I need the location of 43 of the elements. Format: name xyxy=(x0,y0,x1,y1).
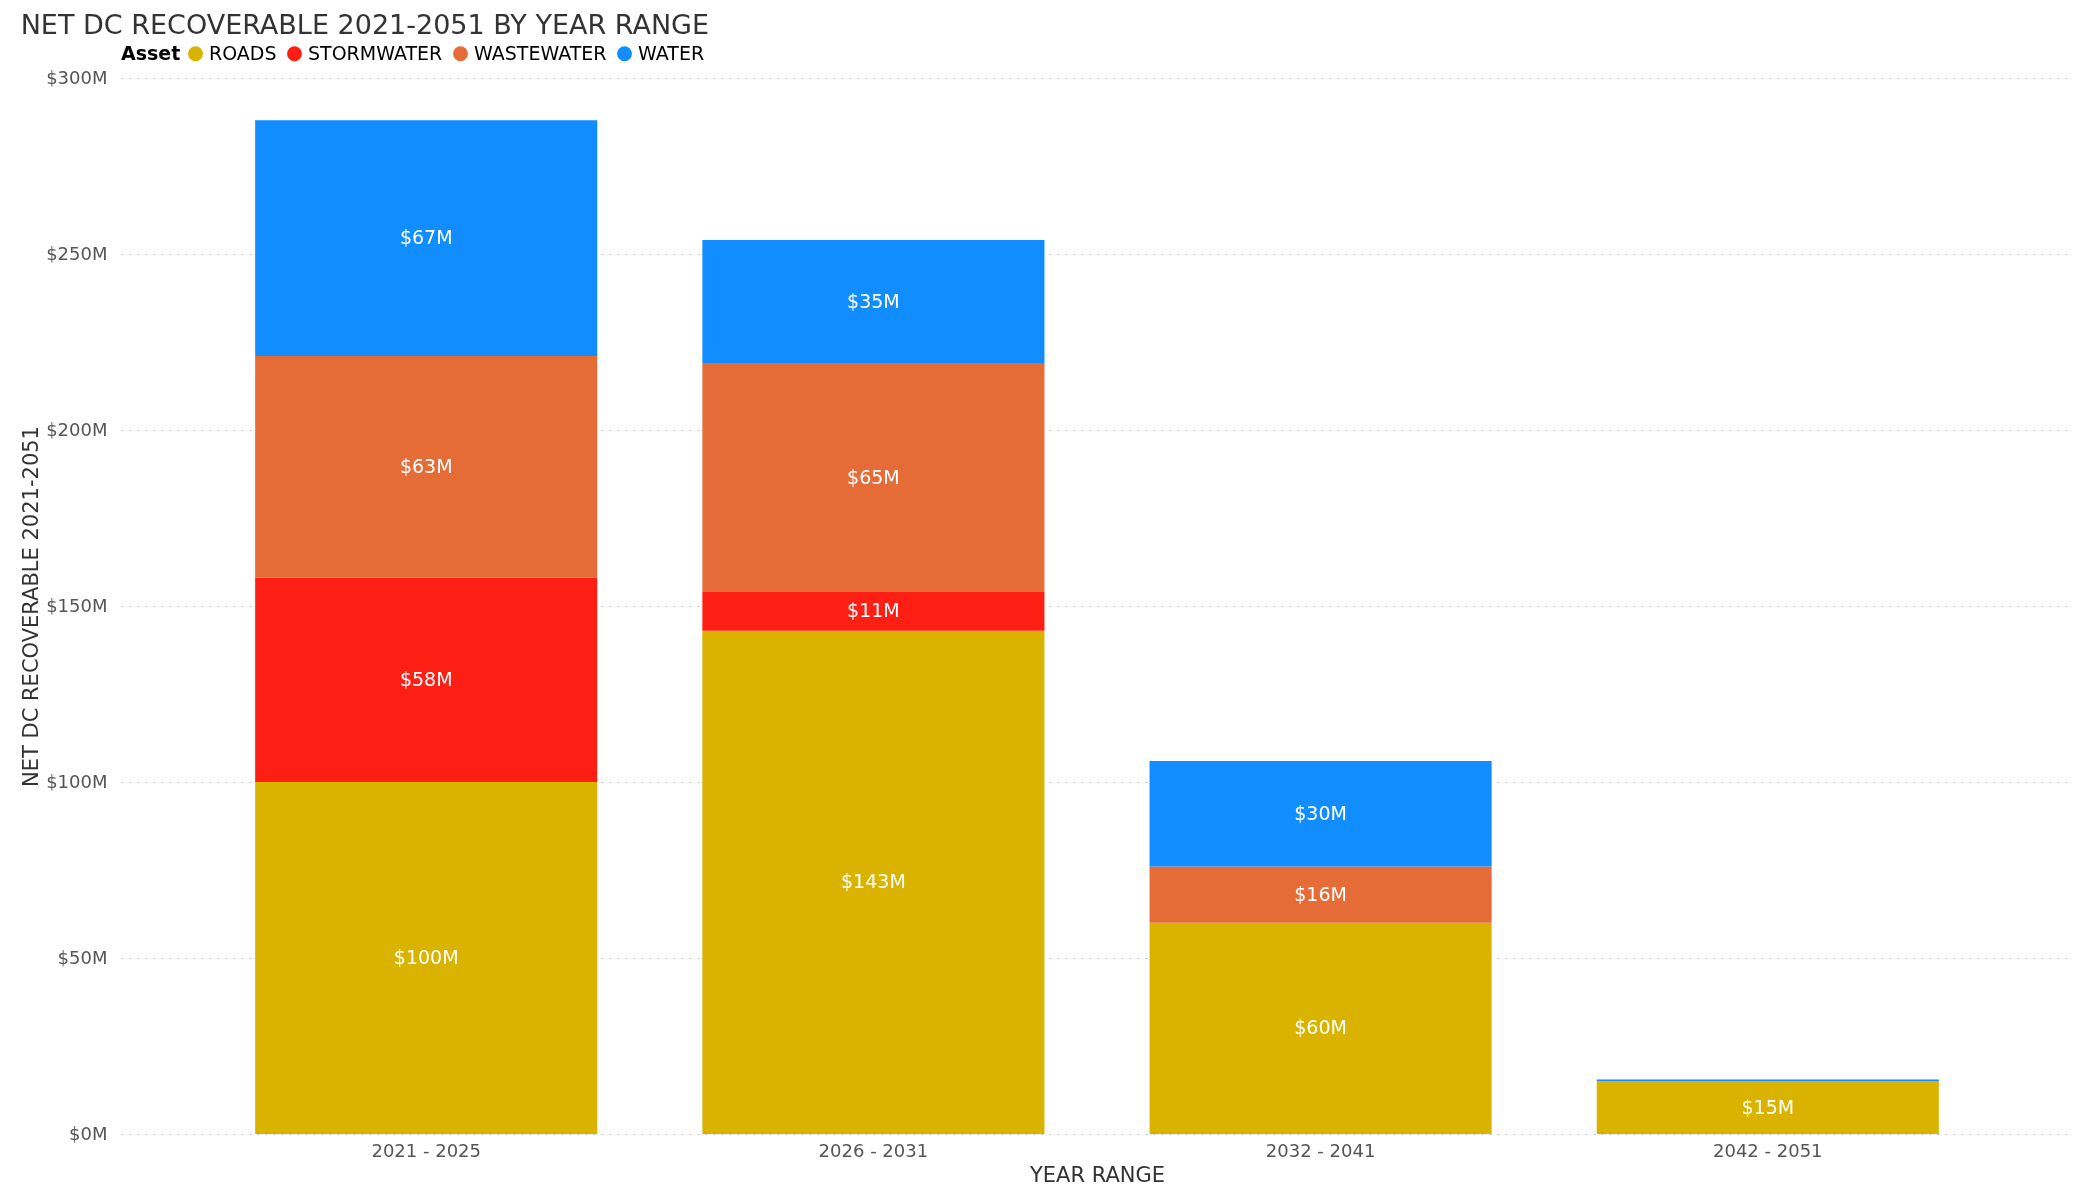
x-axis-title: YEAR RANGE xyxy=(1028,1162,1166,1187)
data-label: $58M xyxy=(399,667,453,690)
y-tick-label: $250M xyxy=(46,242,108,264)
data-label: $30M xyxy=(1294,801,1347,824)
legend-label: STORMWATER xyxy=(308,41,443,64)
bar xyxy=(255,120,598,357)
data-label: $60M xyxy=(1294,1016,1347,1039)
data-label: $63M xyxy=(399,454,453,477)
bar xyxy=(702,363,1045,592)
data-label: $16M xyxy=(1294,882,1347,905)
bar xyxy=(255,782,598,1134)
bar xyxy=(1149,760,1492,867)
bar xyxy=(1596,1081,1939,1134)
legend-label: WATER xyxy=(638,41,705,64)
legend-label: WASTEWATER xyxy=(474,41,607,64)
y-tick-label: $50M xyxy=(57,946,108,968)
x-tick-label: 2042 - 2051 xyxy=(1713,1139,1823,1161)
data-label: $65M xyxy=(847,465,900,488)
y-tick-label: $100M xyxy=(46,770,108,792)
data-label: $35M xyxy=(847,289,900,312)
chart-title: NET DC RECOVERABLE 2021-2051 BY YEAR RANGE xyxy=(20,9,710,40)
bar xyxy=(255,356,598,578)
legend-label: ROADS xyxy=(209,41,277,64)
bar xyxy=(702,630,1045,1134)
y-axis-title: NET DC RECOVERABLE 2021-2051 xyxy=(19,426,44,787)
y-tick-label: $200M xyxy=(46,418,108,440)
y-tick-label: $300M xyxy=(46,66,108,88)
x-tick-label: 2021 - 2025 xyxy=(371,1139,481,1161)
bar xyxy=(702,239,1045,364)
data-label: $11M xyxy=(847,599,900,622)
data-label: $15M xyxy=(1741,1095,1795,1118)
data-label: $100M xyxy=(393,946,459,968)
data-label: $67M xyxy=(399,226,453,249)
bar xyxy=(1149,866,1492,923)
y-tick-label: $0M xyxy=(69,1122,108,1144)
y-tick-label: $150M xyxy=(46,594,108,616)
x-tick-label: 2032 - 2041 xyxy=(1265,1139,1376,1161)
bar xyxy=(702,591,1045,631)
x-tick-label: 2026 - 2031 xyxy=(818,1139,929,1161)
legend-title: Asset xyxy=(121,42,181,64)
bar xyxy=(1149,922,1492,1134)
data-label: $143M xyxy=(841,870,906,893)
bar xyxy=(255,577,598,782)
